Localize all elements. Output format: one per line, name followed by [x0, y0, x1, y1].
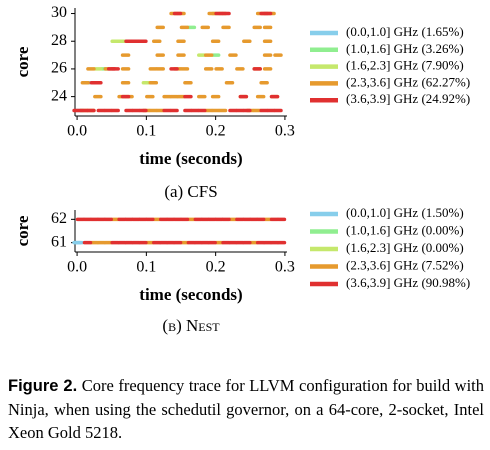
figure-caption: Figure 2. Core frequency trace for LLVM …	[8, 374, 484, 444]
legend-label: (1.0,1.6] GHz (0.00%)	[346, 222, 464, 237]
y-tick-label: 61	[51, 233, 67, 250]
y-tick-label: 28	[51, 32, 67, 49]
x-tick-label: 0.0	[67, 123, 87, 140]
x-tick-label: 0.1	[136, 259, 156, 276]
figure: 24 26 28 30 0.0 0.1 0.2 0.3 time (seconds) core (a…	[13, 4, 470, 335]
legend-label: (1.0,1.6] GHz (3.26%)	[346, 41, 464, 56]
legend-label: (2.3,3.6] GHz (62.27%)	[346, 74, 470, 89]
legend-label: (1.6,2.3] GHz (7.90%)	[346, 58, 464, 73]
subcaption: (a) CFS	[164, 182, 217, 201]
y-tick-label: 24	[51, 87, 67, 104]
y-tick-label: 26	[51, 60, 67, 77]
caption-text: Core frequency trace for LLVM configurat…	[8, 376, 485, 442]
legend-label: (2.3,3.6] GHz (7.52%)	[346, 257, 464, 272]
x-tick-label: 0.2	[206, 123, 226, 140]
x-tick-label: 0.3	[275, 123, 295, 140]
legend-label: (3.6,3.9] GHz (24.92%)	[346, 91, 470, 106]
y-axis-label: core	[13, 215, 32, 246]
y-tick-label: 62	[51, 210, 67, 227]
x-tick-label: 0.2	[206, 259, 226, 276]
legend-label: (3.6,3.9] GHz (90.98%)	[346, 275, 470, 290]
subcaption: (b) Nest	[162, 316, 220, 335]
x-tick-label: 0.0	[67, 259, 87, 276]
legend-label: (0.0,1.0] GHz (1.50%)	[346, 205, 464, 220]
legend-label: (1.6,2.3] GHz (0.00%)	[346, 240, 464, 255]
x-axis-label: time (seconds)	[139, 149, 242, 168]
y-tick-label: 30	[51, 4, 67, 21]
y-axis-label: core	[13, 46, 32, 77]
x-tick-label: 0.1	[136, 123, 156, 140]
x-tick-label: 0.3	[275, 259, 295, 276]
x-axis-label: time (seconds)	[139, 285, 242, 304]
caption-label: Figure 2.	[8, 377, 78, 395]
legend-label: (0.0,1.0] GHz (1.65%)	[346, 24, 464, 39]
